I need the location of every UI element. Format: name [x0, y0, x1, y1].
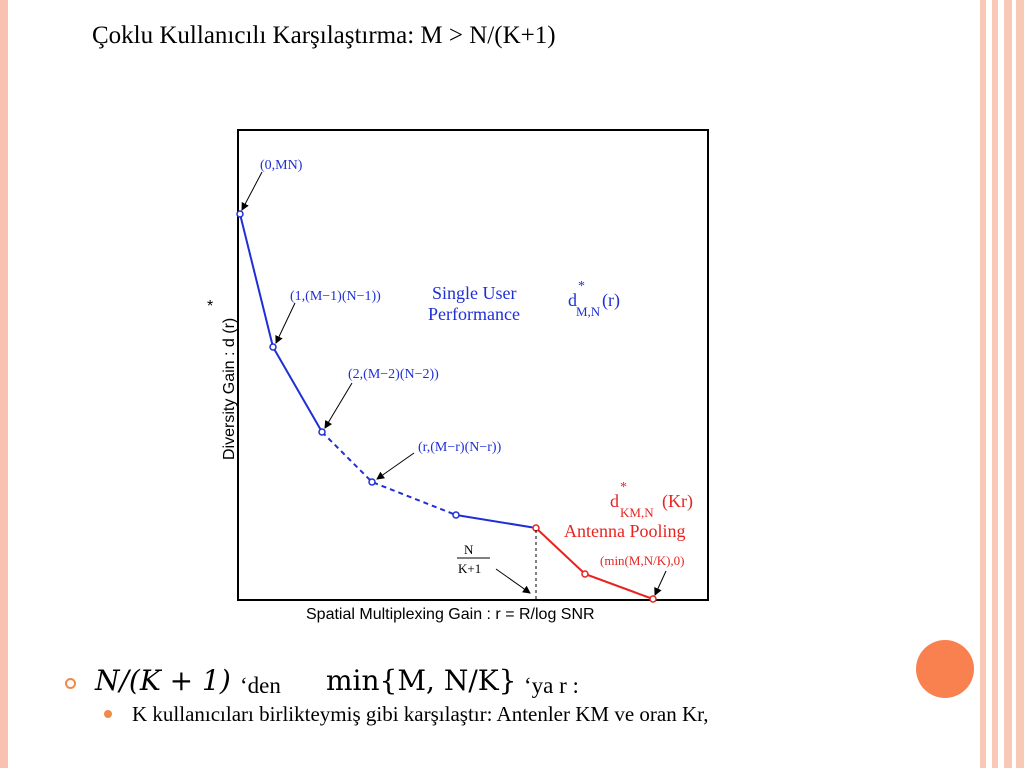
- point-marker: [269, 343, 277, 351]
- annotation-arrow: [376, 452, 415, 480]
- label-point-end: (min(M,N/K),0): [600, 553, 685, 568]
- bullet-item-1: N/(K + 1) ‘den min{M, N/K} ‘ya r :: [62, 664, 582, 704]
- bullet-text-2: K kullanıcıları birlikteymiş gibi karşıl…: [132, 702, 709, 726]
- point-marker: [649, 595, 657, 603]
- decorative-circle: [916, 640, 974, 698]
- label-single-user: Single User: [432, 283, 517, 303]
- annotation-arrow: [241, 171, 263, 211]
- label-dkmn-sub: KM,N: [620, 505, 654, 520]
- label-dkmn-d: d: [610, 491, 619, 511]
- blue-curve-solid: [239, 213, 323, 433]
- y-axis-label: Diversity Gain : d (r): [221, 318, 238, 460]
- label-dkmn-star: *: [620, 480, 627, 495]
- slide-left-border: [0, 0, 8, 768]
- y-axis-label-group: Diversity Gain : d (r): [221, 318, 238, 460]
- math-n-over-k-plus-1: N/(K + 1): [95, 664, 231, 697]
- point-marker: [318, 428, 326, 436]
- slide-title: Çoklu Kullanıcılı Karşılaştırma: M > N/(…: [92, 22, 556, 49]
- slide-right-stripe: [1016, 0, 1024, 768]
- label-dmn-sub: M,N: [576, 304, 601, 319]
- x-axis-label: Spatial Multiplexing Gain : r = R/log SN…: [306, 606, 595, 623]
- slide-right-stripe: [992, 0, 998, 768]
- diversity-multiplexing-figure: (0,MN) (1,(M−1)(N−1)) (2,(M−2)(N−2)) (r,…: [200, 125, 720, 630]
- annotation-arrow: [324, 382, 353, 429]
- label-antenna-pooling: Antenna Pooling: [564, 521, 686, 541]
- label-frac-den: K+1: [458, 561, 481, 576]
- slide-right-stripe: [980, 0, 986, 768]
- bullet-text-den: ‘den: [240, 673, 281, 698]
- label-point-0: (0,MN): [260, 158, 303, 173]
- point-marker: [581, 570, 589, 578]
- bullet-dot-icon: [104, 710, 112, 718]
- point-marker: [368, 478, 376, 486]
- label-dmn-star: *: [578, 279, 585, 294]
- label-performance: Performance: [428, 304, 520, 324]
- y-axis-label-star: *: [207, 298, 213, 315]
- bullet-text-ya-r: ‘ya r :: [524, 673, 579, 698]
- slide-right-stripe: [1004, 0, 1012, 768]
- annotation-arrow: [654, 570, 667, 596]
- math-min-m-n-over-k: min{M, N/K}: [326, 664, 517, 697]
- figure-svg: (0,MN) (1,(M−1)(N−1)) (2,(M−2)(N−2)) (r,…: [207, 129, 709, 623]
- annotation-arrow: [275, 302, 296, 344]
- plot-frame: [237, 129, 709, 601]
- point-marker: [236, 210, 244, 218]
- label-point-1: (1,(M−1)(N−1)): [290, 289, 381, 304]
- blue-curve-dashed: [321, 431, 457, 516]
- label-dmn-r: (r): [602, 290, 620, 311]
- label-point-2: (2,(M−2)(N−2)): [348, 367, 439, 382]
- bullet-ring-icon: [65, 678, 76, 689]
- label-frac-num: N: [464, 542, 474, 557]
- point-marker: [452, 511, 460, 519]
- label-dmn-d: d: [568, 290, 577, 310]
- blue-curve-solid-end: [455, 514, 537, 529]
- label-dkmn-kr: (Kr): [662, 491, 693, 512]
- annotation-arrow: [495, 568, 531, 594]
- label-point-r: (r,(M−r)(N−r)): [418, 440, 502, 455]
